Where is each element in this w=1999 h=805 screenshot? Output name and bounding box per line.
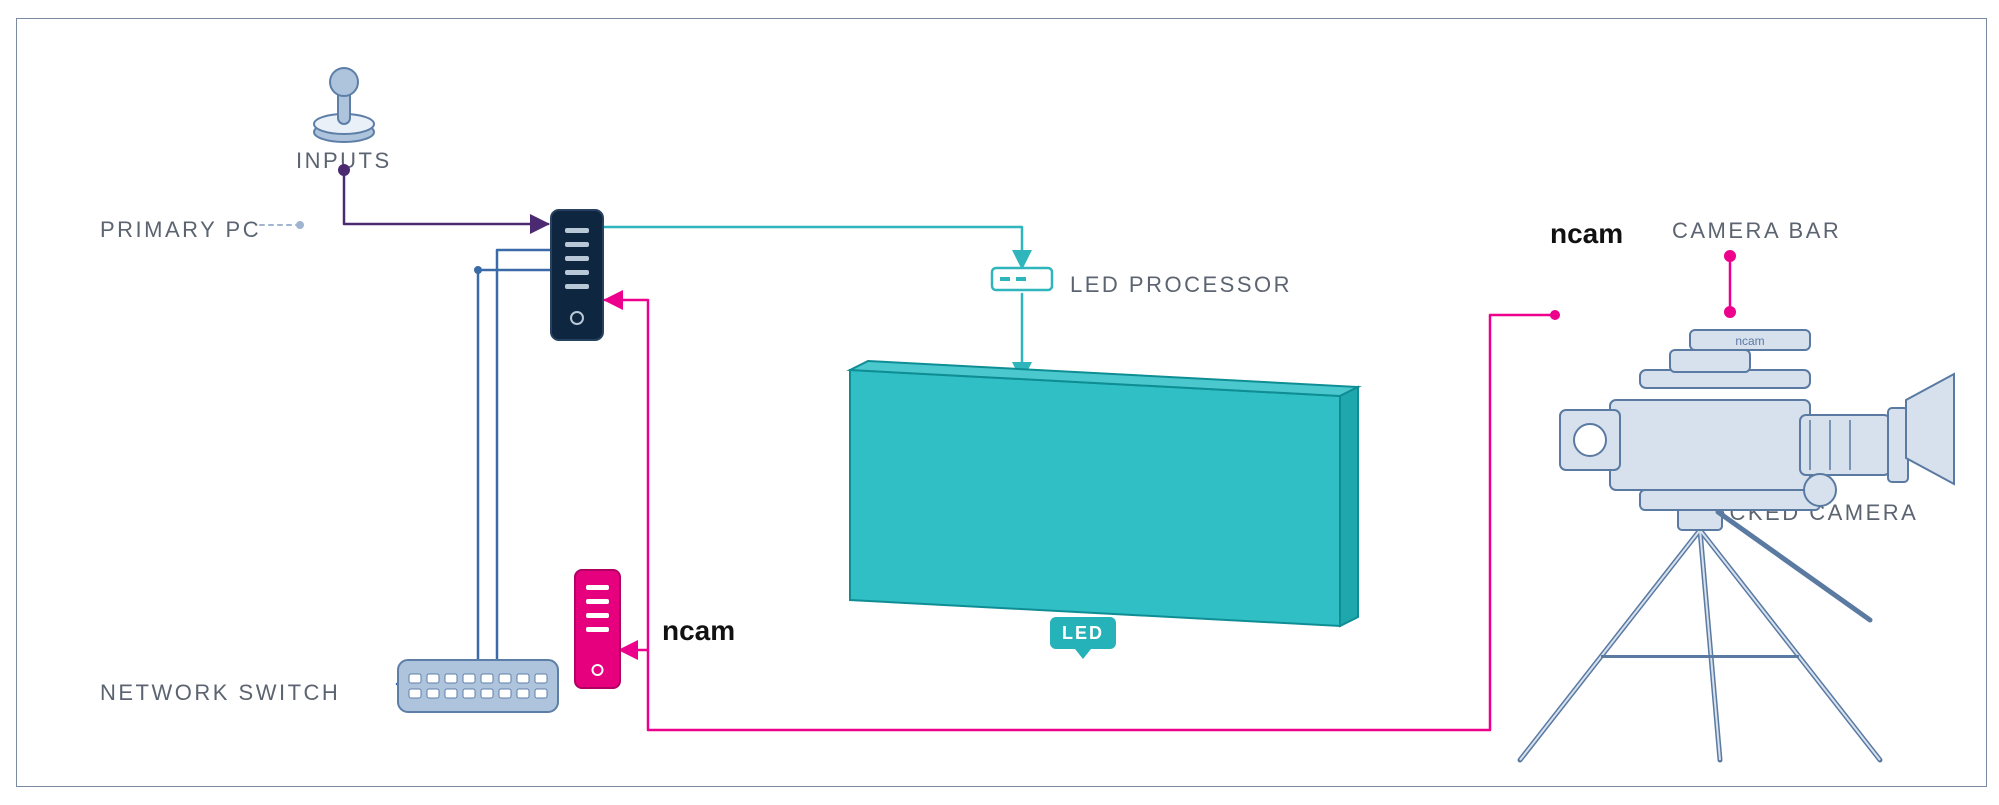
diagram-svg: LED ncam xyxy=(0,0,1999,805)
svg-text:ncam: ncam xyxy=(1735,334,1764,348)
svg-text:LED: LED xyxy=(1062,623,1104,643)
